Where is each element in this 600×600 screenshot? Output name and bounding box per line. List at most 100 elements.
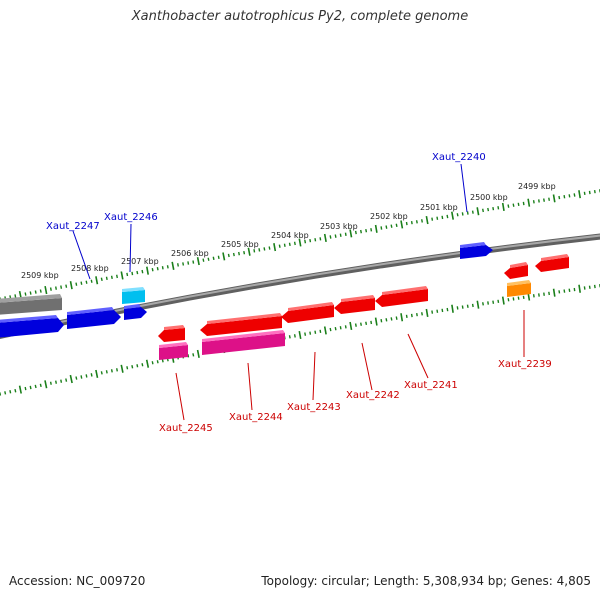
outer-ring-minor-tick [288, 242, 291, 247]
outer-ring-minor-tick [212, 256, 215, 261]
leader-2244 [247, 362, 253, 411]
outer-ring-minor-tick [354, 230, 357, 235]
gene-label-xaut-2245[interactable]: Xaut_2245 [159, 423, 213, 434]
outer-ring-minor-tick [365, 228, 368, 233]
outer-ring-minor-tick [466, 211, 469, 215]
outer-ring-major-tick [501, 202, 505, 212]
outer-ring-major-tick [171, 261, 175, 270]
gene-arrow-blue-2240[interactable] [460, 242, 493, 259]
outer-ring-major-tick [95, 276, 99, 285]
inner-ring-minor-tick [344, 325, 347, 329]
outer-ring-minor-tick [55, 286, 57, 290]
outer-ring-minor-tick [492, 206, 495, 211]
outer-ring-minor-tick [309, 238, 312, 243]
gene-label-xaut-2246[interactable]: Xaut_2246 [104, 212, 158, 223]
inner-ring-minor-tick [471, 303, 474, 308]
outer-ring-minor-tick [278, 244, 281, 248]
kbp-label-2505: 2505 kbp [221, 240, 259, 249]
inner-ring-minor-tick [55, 380, 57, 384]
inner-ring-major-tick [425, 308, 429, 318]
leader-2241 [407, 333, 429, 379]
outer-ring-minor-tick [380, 226, 383, 230]
inner-ring-minor-tick [497, 299, 500, 304]
gene-label-xaut-2244[interactable]: Xaut_2244 [229, 412, 283, 423]
gene-label-xaut-2247[interactable]: Xaut_2247 [46, 221, 100, 232]
inner-ring-major-tick [69, 374, 73, 384]
outer-ring-minor-tick [283, 243, 286, 247]
outer-ring-minor-tick [126, 272, 129, 277]
inner-ring-major-tick [145, 359, 150, 368]
outer-ring-minor-tick [156, 266, 159, 271]
inner-ring-minor-tick [329, 327, 332, 332]
outer-ring-minor-tick [471, 210, 474, 214]
outer-ring-major-tick [552, 194, 556, 203]
kbp-label-2509: 2509 kbp [21, 271, 59, 280]
gene-arrow-red-2245[interactable] [158, 325, 185, 342]
outer-ring-minor-tick [431, 217, 434, 221]
outer-ring-minor-tick [161, 266, 164, 270]
outer-ring-minor-tick [405, 221, 408, 226]
inner-ring-major-tick [400, 313, 404, 322]
outer-ring-minor-tick [304, 239, 307, 244]
outer-ring-minor-tick [85, 280, 88, 284]
outer-ring-minor-tick [385, 225, 388, 229]
outer-ring-minor-tick [131, 271, 134, 276]
outer-ring-minor-tick [166, 265, 169, 269]
outer-ring-major-tick [298, 238, 302, 247]
outer-ring-minor-tick [588, 190, 591, 195]
inner-ring-minor-tick [126, 366, 129, 370]
outer-ring-minor-tick [217, 255, 220, 260]
outer-ring-minor-tick [329, 235, 332, 239]
outer-ring-minor-tick [319, 237, 322, 241]
outer-ring-major-tick [146, 266, 149, 275]
gene-arrow-red-2244[interactable] [200, 313, 282, 336]
inner-ring-minor-tick [49, 381, 52, 385]
gene-arrow-red-a[interactable] [504, 262, 528, 279]
gene-label-xaut-2243[interactable]: Xaut_2243 [287, 402, 341, 413]
kbp-label-2506: 2506 kbp [171, 249, 209, 258]
gene-label-xaut-2241[interactable]: Xaut_2241 [404, 380, 458, 391]
gene-box-cyan[interactable] [122, 287, 145, 304]
inner-ring-minor-tick [385, 318, 388, 322]
outer-ring-minor-tick [238, 251, 240, 256]
outer-ring-minor-tick [182, 262, 185, 266]
gene-arrow-gray[interactable] [0, 294, 62, 315]
map-title: Xanthobacter autotrophicus Py2, complete… [131, 9, 469, 24]
inner-ring-minor-tick [482, 302, 484, 306]
inner-ring-minor-tick [314, 330, 317, 334]
gene-label-xaut-2242[interactable]: Xaut_2242 [346, 390, 400, 401]
outer-ring-minor-tick [487, 207, 490, 212]
gene-arrow-red-2243[interactable] [281, 302, 334, 323]
gene-box-orange-2239[interactable] [507, 280, 531, 297]
outer-ring-minor-tick [421, 219, 423, 223]
outer-ring-minor-tick [517, 202, 520, 207]
outer-ring-minor-tick [14, 294, 17, 298]
outer-ring-minor-tick [116, 274, 118, 279]
inner-ring-major-tick [501, 296, 505, 305]
inner-ring-minor-tick [39, 383, 42, 388]
gene-arrow-red-2241[interactable] [375, 286, 428, 307]
gene-label-xaut-2240[interactable]: Xaut_2240 [432, 152, 486, 163]
inner-ring-minor-tick [588, 285, 591, 289]
inner-ring-minor-tick [24, 386, 27, 391]
inner-ring-minor-tick [538, 293, 540, 297]
gene-arrow-red-2242[interactable] [334, 295, 375, 314]
gene-arrow-blue-2[interactable] [67, 307, 121, 329]
outer-ring-minor-tick [258, 248, 261, 252]
inner-ring-minor-tick [395, 316, 398, 320]
inner-ring-minor-tick [431, 310, 434, 314]
inner-ring-major-tick [578, 284, 581, 293]
gene-box-magenta-2245[interactable] [159, 342, 188, 360]
inner-ring-minor-tick [466, 304, 469, 308]
inner-ring-minor-tick [421, 312, 423, 316]
gene-label-xaut-2239[interactable]: Xaut_2239 [498, 359, 552, 370]
gene-arrow-blue-3[interactable] [124, 304, 147, 320]
gene-arrow-blue-1[interactable] [0, 315, 64, 338]
inner-ring-minor-tick [405, 314, 408, 319]
gene-arrow-red-b[interactable] [535, 254, 569, 272]
gene-box-magenta-2244[interactable] [202, 330, 285, 355]
inner-ring-minor-tick [380, 318, 383, 323]
kbp-label-2502: 2502 kbp [370, 212, 408, 221]
inner-ring-minor-tick [461, 305, 464, 309]
inner-ring-minor-tick [161, 359, 164, 363]
